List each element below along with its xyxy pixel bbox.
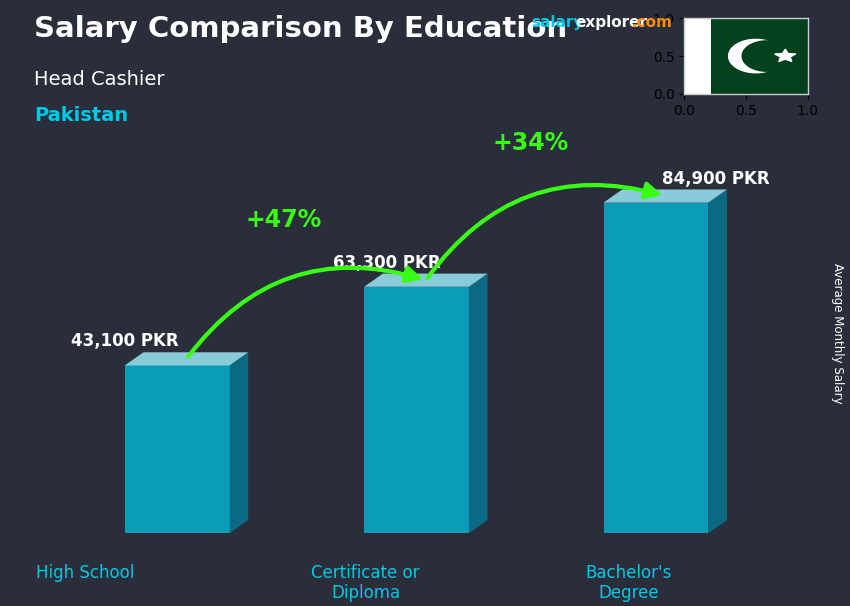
Bar [684, 18, 711, 94]
Polygon shape [469, 274, 488, 533]
Bar [364, 287, 469, 533]
Text: .com: .com [632, 15, 672, 30]
Text: +34%: +34% [492, 132, 569, 156]
Text: 84,900 PKR: 84,900 PKR [662, 170, 769, 188]
Text: salary: salary [531, 15, 584, 30]
Polygon shape [364, 274, 488, 287]
Bar [125, 365, 230, 533]
Polygon shape [230, 352, 248, 533]
Text: Bachelor's
Degree: Bachelor's Degree [586, 564, 672, 602]
Polygon shape [774, 49, 796, 62]
Text: High School: High School [36, 564, 134, 582]
Text: 63,300 PKR: 63,300 PKR [332, 254, 440, 271]
Polygon shape [125, 352, 248, 365]
Text: 43,100 PKR: 43,100 PKR [71, 333, 178, 350]
Text: explorer: explorer [575, 15, 648, 30]
Polygon shape [604, 190, 727, 202]
Text: Salary Comparison By Education: Salary Comparison By Education [34, 15, 567, 43]
Polygon shape [728, 39, 783, 73]
Bar [711, 18, 807, 94]
Text: Pakistan: Pakistan [34, 106, 128, 125]
Text: Average Monthly Salary: Average Monthly Salary [830, 263, 844, 404]
Polygon shape [708, 190, 727, 533]
Bar [604, 202, 708, 533]
Text: +47%: +47% [246, 208, 322, 232]
Text: Certificate or
Diploma: Certificate or Diploma [311, 564, 420, 602]
Polygon shape [742, 41, 791, 71]
Text: Head Cashier: Head Cashier [34, 70, 165, 88]
